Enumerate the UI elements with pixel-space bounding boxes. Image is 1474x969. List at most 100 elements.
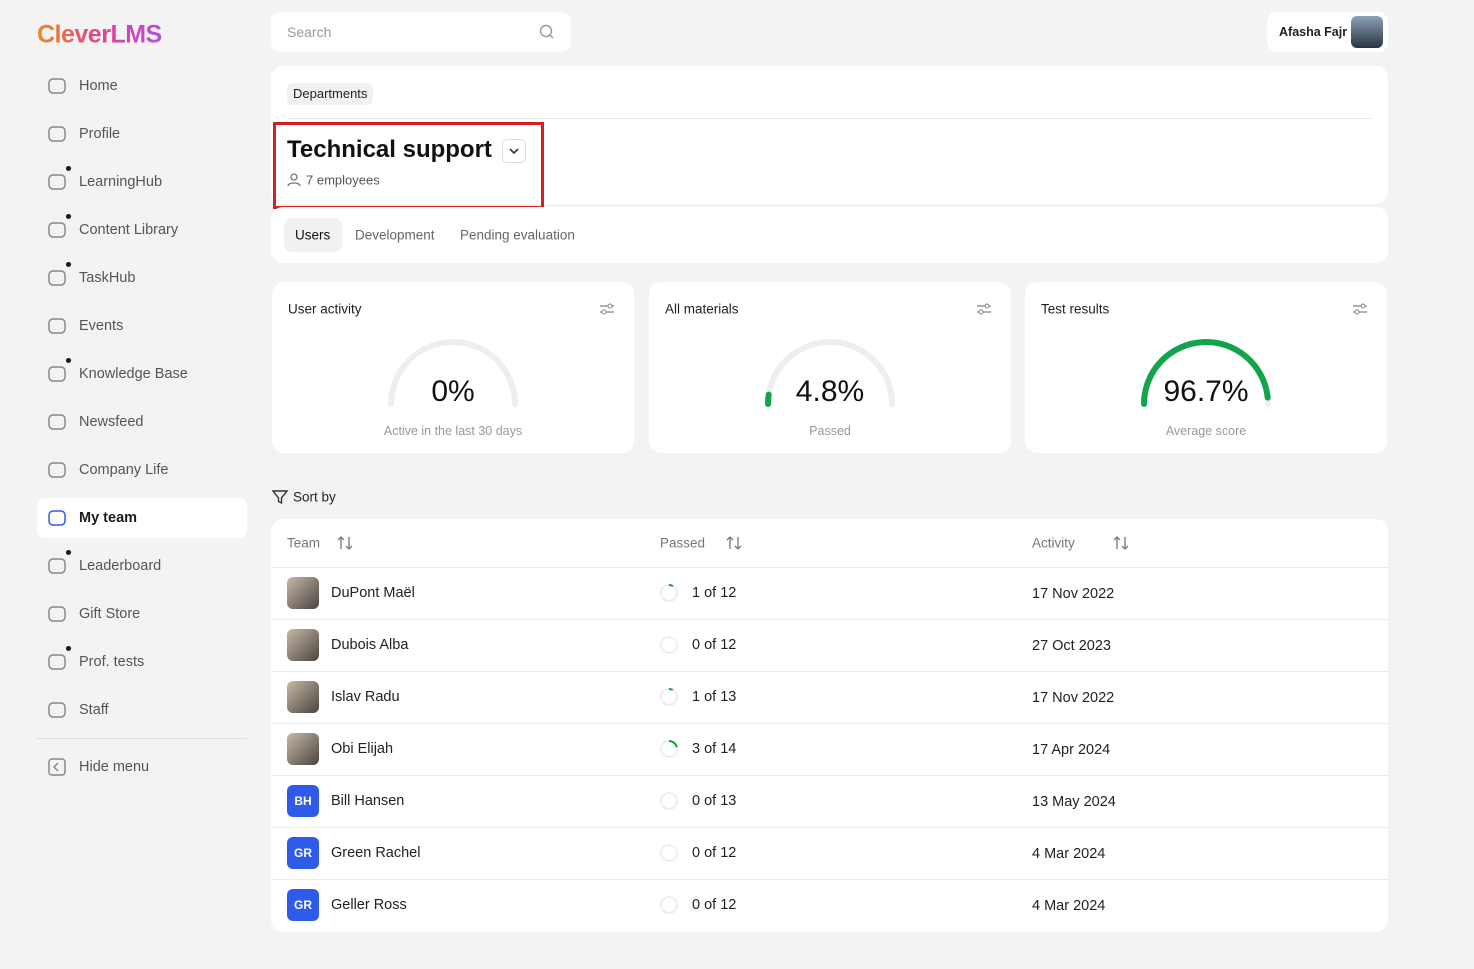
ring-fill: [668, 688, 674, 691]
nav-item[interactable]: Company Life: [79, 462, 169, 478]
stat-card: All materials 4.8% Passed: [649, 282, 1011, 453]
icon: [48, 654, 66, 670]
activity-date: 17 Apr 2024: [1032, 742, 1111, 758]
stat-title: All materials: [665, 301, 739, 317]
ring-track: [660, 844, 678, 862]
tab[interactable]: Development: [355, 227, 435, 243]
nav-item[interactable]: Content Library: [79, 222, 179, 238]
stat-value: 96.7%: [1163, 375, 1249, 408]
member-name[interactable]: Dubois Alba: [331, 637, 409, 653]
sort-by[interactable]: Sort by: [293, 489, 336, 505]
icon: [509, 148, 519, 155]
ring-fill: [668, 584, 674, 587]
gauge-track: [765, 339, 895, 407]
column-header[interactable]: Activity: [1032, 535, 1075, 551]
active-item-bg: [37, 498, 247, 538]
nav-item[interactable]: Leaderboard: [79, 558, 162, 574]
user-avatar: [1351, 16, 1383, 48]
progress-ring: [660, 844, 678, 862]
passed: 0 of 13: [692, 793, 737, 809]
progress-ring: [660, 636, 678, 654]
progress-ring: [660, 896, 678, 914]
ring-track: [660, 636, 678, 654]
divider: [37, 738, 247, 739]
activity-date: 17 Nov 2022: [1032, 690, 1115, 706]
stat-card: User activity 0% Active in the last 30 day…: [272, 282, 634, 453]
search-placeholder: Search: [287, 24, 332, 40]
gauge-fill: [765, 391, 772, 407]
nav-item[interactable]: TaskHub: [79, 270, 136, 286]
icon: [48, 702, 66, 718]
progress-ring: [660, 584, 678, 602]
progress-ring: [660, 792, 678, 810]
hide-menu[interactable]: Hide menu: [79, 759, 150, 775]
icon: [48, 510, 66, 526]
nav-item[interactable]: Prof. tests: [79, 654, 145, 670]
tab[interactable]: Pending evaluation: [460, 227, 575, 243]
icon: [1113, 536, 1129, 550]
nav-item[interactable]: LearningHub: [79, 174, 163, 190]
team-table: Team Passed Activity DuPont Maël 1 of 12 17 N…: [271, 519, 1388, 932]
notification-dot: [66, 166, 71, 171]
stat-card: Test results 96.7% Average score: [1025, 282, 1387, 453]
row-divider: [271, 775, 1388, 776]
activity-date: 27 Oct 2023: [1032, 638, 1111, 654]
nav-item[interactable]: Events: [79, 318, 124, 334]
icon: [48, 174, 66, 190]
gauge: [388, 339, 518, 407]
passed: 3 of 14: [692, 741, 737, 757]
dropdown-button[interactable]: [502, 139, 526, 163]
nav-item[interactable]: Profile: [79, 126, 121, 142]
stat-caption: Average score: [1165, 424, 1247, 438]
passed: 0 of 12: [692, 637, 737, 653]
member-name[interactable]: Islav Radu: [331, 689, 400, 705]
divider: [287, 118, 1372, 119]
icon: [539, 24, 554, 39]
member-name[interactable]: Obi Elijah: [331, 741, 394, 757]
icon: [48, 462, 66, 478]
icon: [726, 536, 742, 550]
notification-dot: [66, 646, 71, 651]
member-name[interactable]: Green Rachel: [331, 845, 421, 861]
member-name[interactable]: DuPont Maël: [331, 585, 415, 601]
header-card: Departments Technical support 7 employees: [271, 66, 1388, 204]
activity-date: 4 Mar 2024: [1032, 846, 1106, 862]
active-tab-bg: [284, 218, 342, 252]
breadcrumb[interactable]: Departments: [287, 83, 374, 105]
notification-dot: [66, 214, 71, 219]
ring-track: [660, 688, 678, 706]
initials: BH: [294, 794, 312, 808]
user-name: Afasha Fajr: [1279, 25, 1348, 39]
gauge-fill: [1141, 339, 1271, 407]
search-box[interactable]: Search: [271, 12, 571, 52]
icon: [48, 414, 66, 430]
user-chip[interactable]: Afasha Fajr: [1267, 12, 1388, 52]
notification-dot: [66, 358, 71, 363]
nav-item[interactable]: Staff: [79, 702, 109, 718]
logo: CleverLMS: [37, 20, 162, 49]
nav-item[interactable]: Home: [79, 78, 118, 94]
tabs-card: Users Development Pending evaluation: [271, 207, 1388, 263]
icon: [48, 558, 66, 574]
column-header[interactable]: Team: [287, 535, 321, 551]
initials-avatar: BH: [287, 785, 319, 817]
ring-track: [660, 792, 678, 810]
nav-item[interactable]: Gift Store: [79, 606, 141, 622]
ring-track: [660, 584, 678, 602]
nav-item[interactable]: My team: [79, 510, 138, 526]
icon: [48, 126, 66, 142]
nav-item[interactable]: Knowledge Base: [79, 366, 188, 382]
highlight-box: [273, 122, 544, 209]
icon: [271, 490, 289, 505]
tab[interactable]: Users: [295, 227, 331, 243]
member-name[interactable]: Bill Hansen: [331, 793, 405, 809]
passed: 1 of 13: [692, 689, 737, 705]
user-photo: [287, 629, 319, 661]
icon: [977, 303, 991, 315]
department-title: Technical support: [287, 136, 492, 163]
activity-date: 4 Mar 2024: [1032, 898, 1106, 914]
column-header[interactable]: Passed: [660, 535, 706, 551]
nav-item[interactable]: Newsfeed: [79, 414, 144, 430]
member-name[interactable]: Geller Ross: [331, 897, 407, 913]
